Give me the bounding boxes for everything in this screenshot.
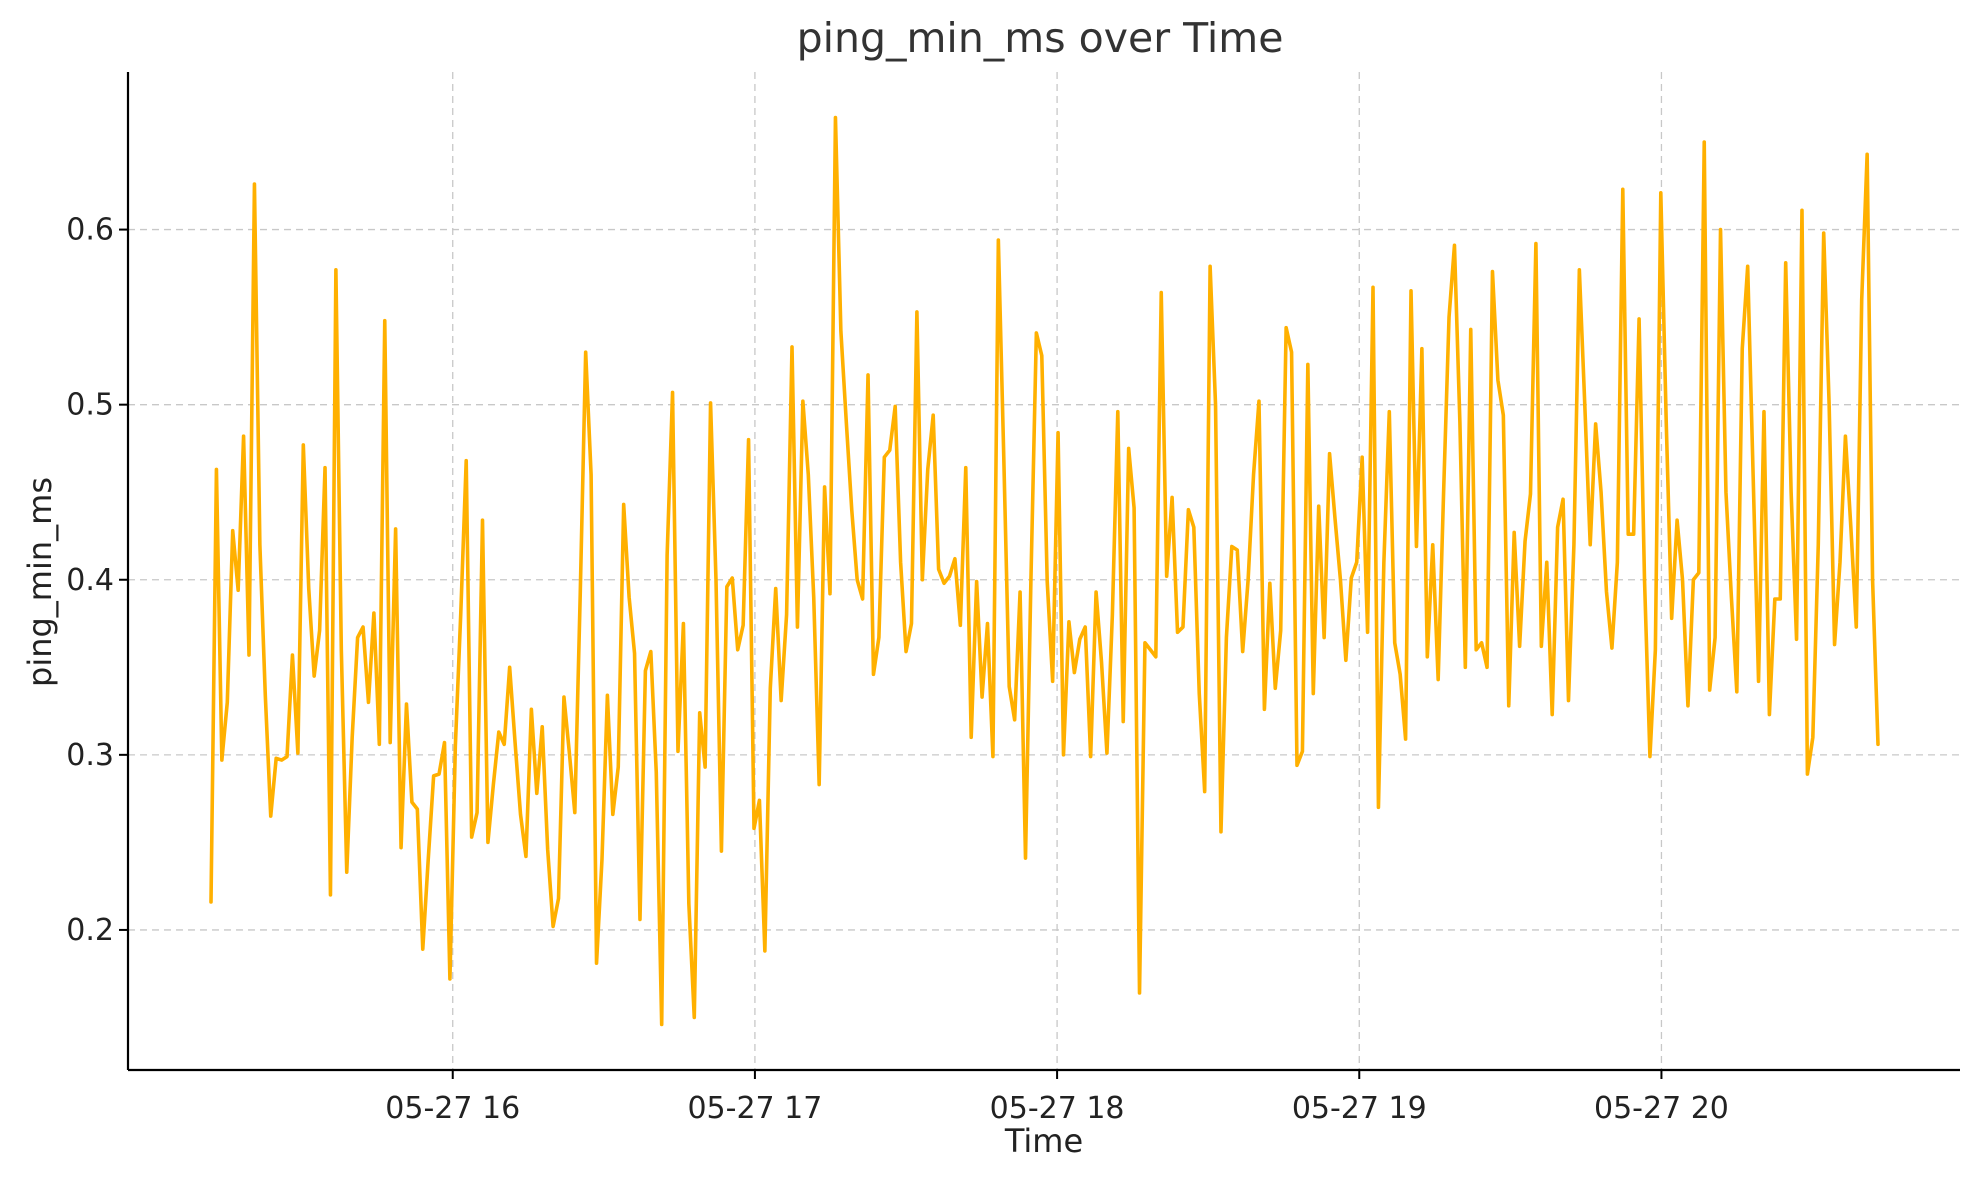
x-axis-label: Time	[1004, 1122, 1083, 1160]
y-axis-label: ping_min_ms	[21, 477, 59, 687]
y-tick-label: 0.2	[66, 913, 114, 948]
x-tick-label: 05-27 19	[1292, 1091, 1427, 1126]
grid-layer	[128, 72, 1960, 1070]
x-tick-label: 05-27 18	[990, 1091, 1125, 1126]
y-tick-label: 0.5	[66, 388, 114, 423]
x-tick-label: 05-27 20	[1594, 1091, 1729, 1126]
x-tick-label: 05-27 16	[385, 1091, 520, 1126]
series-line-ping-min-ms	[209, 115, 1880, 1027]
y-tick-label: 0.6	[66, 213, 114, 248]
y-tick-label: 0.3	[66, 738, 114, 773]
tick-layer: 0.2 0.3 0.4 0.5 0.6 05-27 16 05-27 17 05-27 18 0…	[66, 213, 1729, 1126]
y-tick-label: 0.4	[66, 563, 114, 598]
chart-title: ping_min_ms over Time	[797, 14, 1284, 62]
x-tick-label: 05-27 17	[687, 1091, 822, 1126]
